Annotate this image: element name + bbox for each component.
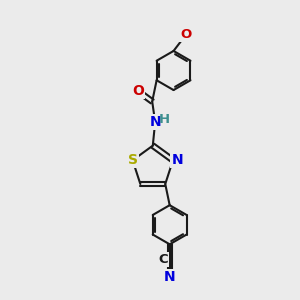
Text: O: O <box>180 28 191 41</box>
Text: C: C <box>158 253 168 266</box>
Text: H: H <box>158 113 169 126</box>
Text: N: N <box>164 270 176 284</box>
Text: N: N <box>172 153 183 167</box>
Text: N: N <box>149 115 161 129</box>
Text: O: O <box>132 84 144 98</box>
Text: S: S <box>128 153 138 167</box>
